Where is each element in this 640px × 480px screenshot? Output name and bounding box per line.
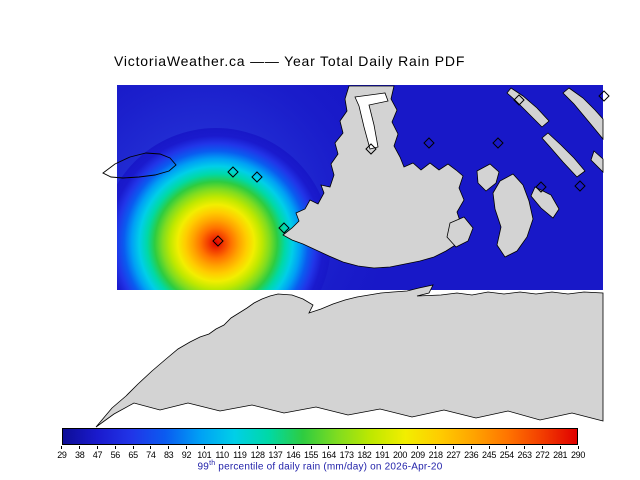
colorbar-tick-label: 56 <box>106 446 124 460</box>
colorbar-gradient <box>63 429 577 444</box>
island-san-juan-3 <box>446 216 474 248</box>
colorbar-tick-label: 119 <box>231 446 249 460</box>
saanich-inlet <box>354 92 389 150</box>
colorbar-tick-label: 227 <box>445 446 463 460</box>
colorbar-tick-label: 47 <box>89 446 107 460</box>
colorbar-tick-label: 254 <box>498 446 516 460</box>
station-marker <box>212 235 224 247</box>
colorbar-tick-label: 191 <box>373 446 391 460</box>
colorbar-tick-label: 155 <box>302 446 320 460</box>
colorbar-tick-label: 74 <box>142 446 160 460</box>
colorbar-caption: 99th percentile of daily rain (mm/day) o… <box>0 460 640 472</box>
island-san-juan-4 <box>530 186 560 219</box>
colorbar-tick-label: 137 <box>267 446 285 460</box>
colorbar-tick-label: 245 <box>480 446 498 460</box>
colorbar-tick-label: 110 <box>213 446 231 460</box>
caption-value: 99 <box>197 461 210 473</box>
station-marker <box>278 222 290 234</box>
colorbar-tick-label: 200 <box>391 446 409 460</box>
colorbar-tick-label: 146 <box>284 446 302 460</box>
station-marker <box>598 90 610 102</box>
colorbar-tick-label: 236 <box>462 446 480 460</box>
colorbar-tick-label: 182 <box>356 446 374 460</box>
island-san-juan-2 <box>492 173 534 258</box>
colorbar-tick-label: 92 <box>178 446 196 460</box>
coastline-outline-sooke <box>102 152 177 179</box>
station-marker <box>251 171 263 183</box>
colorbar-tick-label: 83 <box>160 446 178 460</box>
island-san-juan-1 <box>476 163 500 192</box>
page-title: VictoriaWeather.ca —— Year Total Daily R… <box>114 53 466 69</box>
landmass-victoria-saanich <box>282 85 465 269</box>
station-marker <box>492 137 504 149</box>
colorbar <box>62 428 578 445</box>
station-marker <box>423 137 435 149</box>
colorbar-tick-label: 101 <box>195 446 213 460</box>
station-marker <box>574 180 586 192</box>
station-markers <box>212 90 610 247</box>
station-marker <box>227 166 239 178</box>
island-gulf-3 <box>562 87 604 141</box>
colorbar-tick-label: 128 <box>249 446 267 460</box>
colorbar-tick-label: 38 <box>71 446 89 460</box>
colorbar-tick-label: 164 <box>320 446 338 460</box>
caption-text: percentile of daily rain (mm/day) on 202… <box>215 461 443 473</box>
station-marker <box>513 94 525 106</box>
colorbar-tick-label: 272 <box>534 446 552 460</box>
colorbar-tick-label: 173 <box>338 446 356 460</box>
rainfall-hotspot <box>117 128 331 290</box>
station-marker <box>365 143 377 155</box>
island-gulf-2 <box>541 132 586 178</box>
colorbar-tick-label: 263 <box>516 446 534 460</box>
colorbar-tick-label: 218 <box>427 446 445 460</box>
colorbar-tick-label: 281 <box>551 446 569 460</box>
island-gulf-1 <box>506 87 550 128</box>
colorbar-tick-label: 29 <box>53 446 71 460</box>
station-marker <box>535 181 547 193</box>
landmass-olympic-peninsula <box>95 284 604 428</box>
colorbar-tick-label: 290 <box>569 446 587 460</box>
colorbar-ticks: 29 38 47 56 65 74 83 92 101 110 119 128 137 146 155 164… <box>53 446 587 460</box>
island-gulf-4 <box>590 150 604 173</box>
colorbar-tick-label: 65 <box>124 446 142 460</box>
colorbar-tick-label: 209 <box>409 446 427 460</box>
caption-superscript: th <box>209 460 216 467</box>
